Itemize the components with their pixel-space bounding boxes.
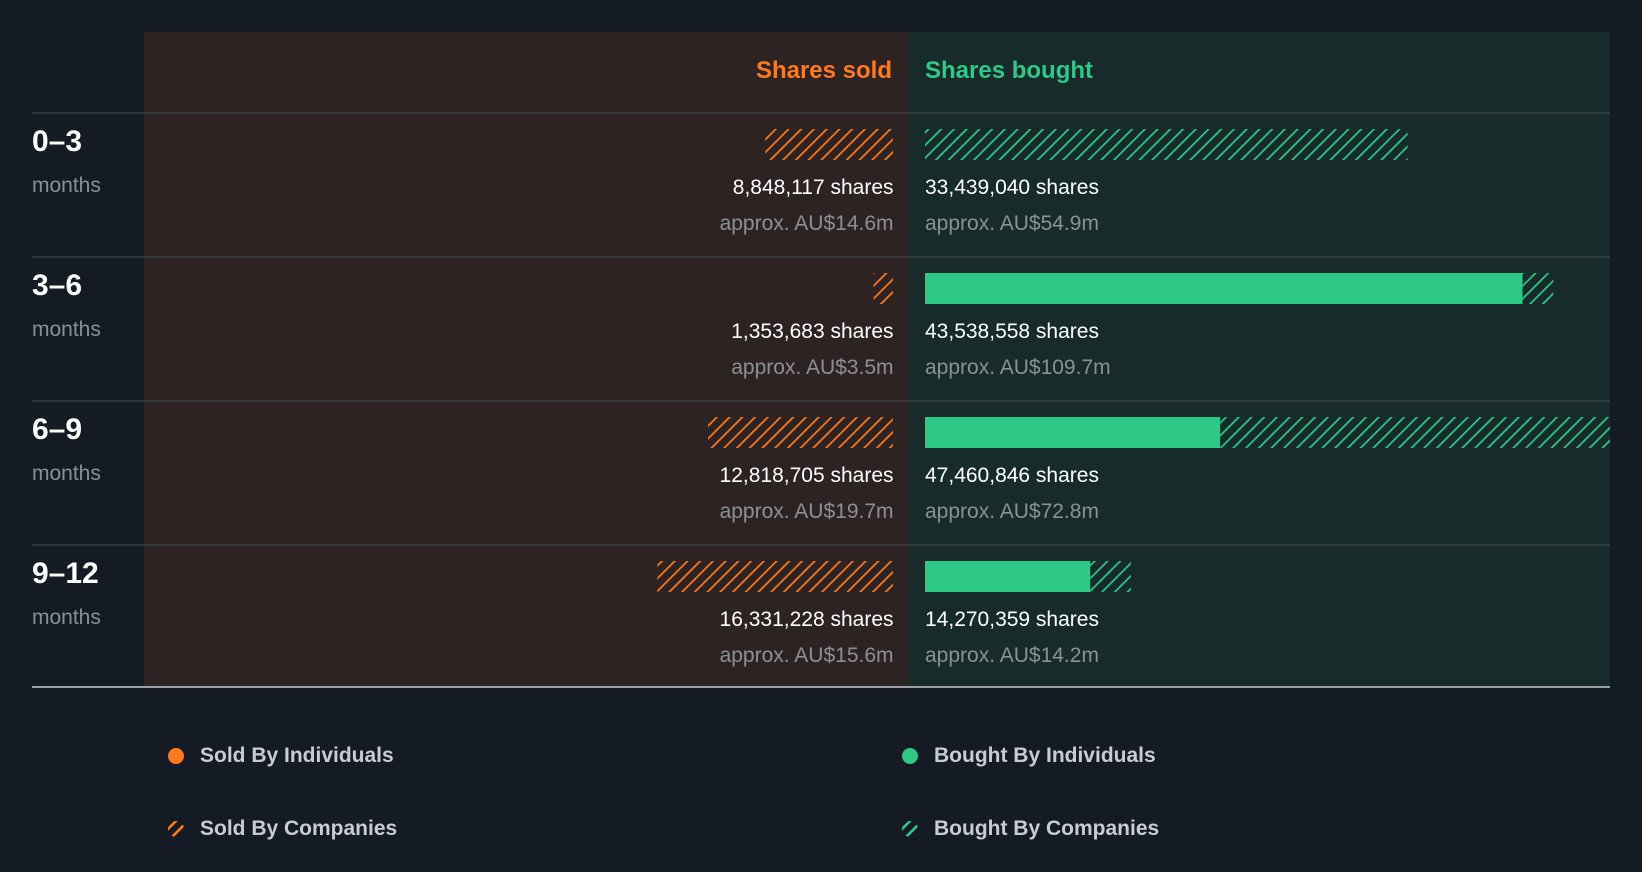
sold-companies-bar: [657, 561, 893, 592]
period-range-label: 0–3: [32, 125, 82, 158]
bought-value-label: approx. AU$54.9m: [925, 212, 1099, 235]
sold-value-label: approx. AU$19.7m: [720, 500, 894, 523]
legend-bought-companies: Bought By Companies: [902, 817, 1159, 841]
bought-value-label: approx. AU$14.2m: [925, 644, 1099, 667]
bought-companies-bar: [925, 129, 1408, 160]
period-range-label: 9–12: [32, 557, 99, 590]
period-unit-label: months: [32, 318, 101, 341]
period-unit-label: months: [32, 174, 101, 197]
sold-shares-label: 1,353,683 shares: [731, 320, 893, 343]
bought-shares-label: 47,460,846 shares: [925, 464, 1099, 487]
sold-header: Shares sold: [756, 57, 892, 84]
sold-companies-bar: [707, 417, 893, 448]
period-unit-label: months: [32, 462, 101, 485]
bought-shares-label: 43,538,558 shares: [925, 320, 1099, 343]
period-range-label: 6–9: [32, 413, 82, 446]
legend-label: Bought By Companies: [934, 817, 1160, 840]
sold-shares-label: 16,331,228 shares: [720, 608, 894, 631]
legend-label: Sold By Individuals: [200, 744, 394, 767]
bought-companies-bar: [1522, 273, 1554, 304]
legend: Sold By Individuals Bought By Individual…: [0, 720, 1642, 870]
sold-value-label: approx. AU$15.6m: [720, 644, 894, 667]
green-hatched-dot-icon: [902, 821, 918, 837]
sold-value-label: approx. AU$14.6m: [720, 212, 894, 235]
bought-shares-label: 33,439,040 shares: [925, 176, 1099, 199]
sold-companies-bar: [873, 273, 893, 304]
legend-sold-companies: Sold By Companies: [168, 817, 397, 841]
legend-sold-individuals: Sold By Individuals: [168, 744, 394, 768]
bought-value-label: approx. AU$109.7m: [925, 356, 1111, 379]
bought-companies-bar: [1220, 417, 1610, 448]
bought-companies-bar: [1090, 561, 1131, 592]
sold-companies-bar: [765, 129, 893, 160]
legend-bought-individuals: Bought By Individuals: [902, 744, 1156, 768]
sold-shares-label: 12,818,705 shares: [720, 464, 894, 487]
bought-shares-label: 14,270,359 shares: [925, 608, 1099, 631]
sold-shares-label: 8,848,117 shares: [733, 176, 894, 199]
bought-value-label: approx. AU$72.8m: [925, 500, 1099, 523]
orange-dot-icon: [168, 748, 184, 764]
legend-label: Sold By Companies: [200, 817, 398, 840]
sold-value-label: approx. AU$3.5m: [731, 356, 893, 379]
orange-hatched-dot-icon: [168, 821, 184, 837]
period-range-label: 3–6: [32, 269, 82, 302]
green-dot-icon: [902, 748, 918, 764]
bought-header: Shares bought: [925, 57, 1093, 84]
period-unit-label: months: [32, 606, 101, 629]
legend-label: Bought By Individuals: [934, 744, 1156, 767]
bought-individuals-bar: [925, 417, 1221, 448]
insider-trading-chart: Shares sold Shares bought 0–3 months 8,848…: [32, 32, 1610, 688]
bought-individuals-bar: [925, 561, 1091, 592]
bought-individuals-bar: [925, 273, 1523, 304]
